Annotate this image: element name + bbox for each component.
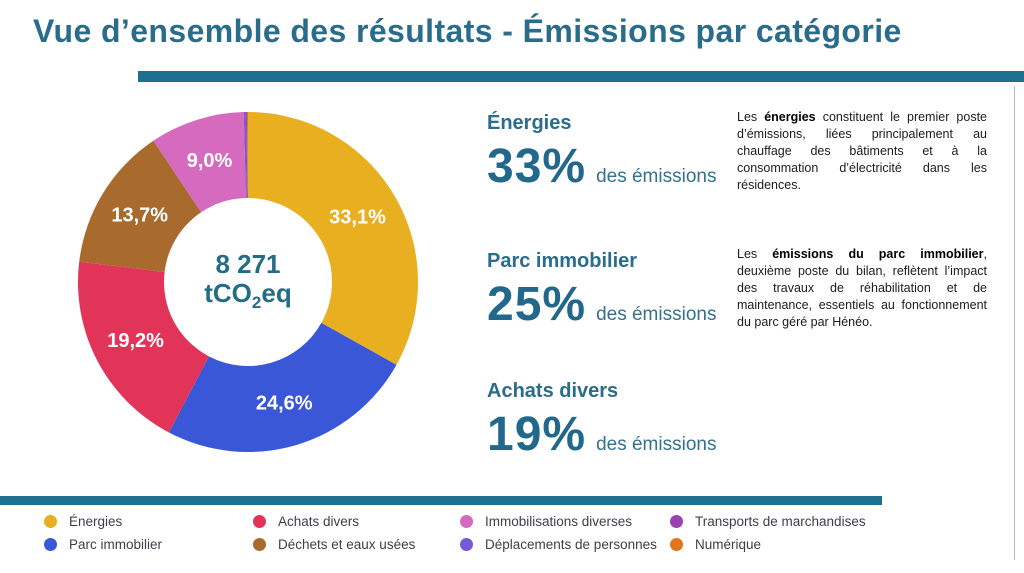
legend-top-bar [0, 496, 882, 505]
slice-label-dechets-et-eaux-usees: 13,7% [111, 205, 168, 227]
legend-swatch-achats-divers [253, 514, 266, 528]
page-title: Vue d’ensemble des résultats - Émissions… [33, 13, 902, 49]
title-underline [138, 71, 1024, 82]
stat-category: Achats divers [487, 380, 619, 402]
legend-swatch-parc-immobilier [44, 537, 57, 551]
stat-suffix: des émissions [596, 434, 717, 455]
stat-suffix: des émissions [596, 166, 717, 187]
text-segment: , deuxième poste du bilan, reflètent l’i… [737, 246, 987, 329]
legend-label: Achats divers [278, 513, 360, 529]
legend-item-achats-divers: Achats divers [253, 513, 415, 529]
donut-center-label: 8 271 tCO2eq [128, 250, 368, 317]
legend-swatch-dechets-et-eaux-usees [253, 537, 266, 551]
slice-label-achats-divers: 19,2% [107, 330, 164, 352]
donut-slice-dechets-et-eaux-usees [79, 140, 202, 272]
legend-item-immobilisations-diverses: Immobilisations diverses [460, 513, 657, 529]
legend-item-energies: Énergies [44, 513, 162, 529]
stat-parc-immobilier: Parc immobilier 25% des émissions [487, 250, 716, 332]
legend-label: Numérique [695, 536, 762, 552]
stat-percentage: 33% [487, 140, 587, 193]
donut-slice-energies [248, 112, 418, 365]
legend-swatch-energies [44, 514, 57, 528]
legend-swatch-immobilisations-diverses [460, 514, 473, 528]
legend-label: Parc immobilier [69, 536, 163, 552]
commentary-energies: Les énergies constituent le premier post… [737, 109, 987, 194]
text-segment: émissions du parc immobilier [772, 246, 984, 261]
legend-column-3: Immobilisations diverses Déplacements de … [460, 513, 657, 552]
legend-item-numerique: Numérique [670, 536, 866, 552]
slice-label-immobilisations-diverses: 9,0% [187, 150, 233, 172]
text-segment: constituent le premier poste d’émissions… [737, 109, 987, 192]
stat-category: Énergies [487, 112, 572, 134]
legend-item-dechets-et-eaux-usees: Déchets et eaux usées [253, 536, 416, 552]
donut-slice-numerique [246, 112, 248, 199]
legend-swatch-deplacements-de-personnes [460, 537, 473, 551]
donut-center-value: 8 271 [215, 249, 281, 279]
donut-slice-parc-immobilier [168, 322, 397, 453]
legend-item-transports-de-marchandises: Transports de marchandises [670, 513, 866, 529]
legend-column-2: Achats divers Déchets et eaux usées [253, 513, 416, 552]
legend-column-4: Transports de marchandises Numérique [670, 513, 866, 552]
legend-label: Transports de marchandises [695, 513, 866, 529]
donut-svg: 33,1% 24,6% 19,2% 13,7% 9,0% [78, 112, 418, 453]
legend-label: Déchets et eaux usées [278, 536, 416, 552]
legend-label: Déplacements de personnes [485, 536, 657, 552]
legend-item-parc-immobilier: Parc immobilier [44, 536, 163, 552]
stat-percentage: 19% [487, 408, 587, 461]
legend-column-1: Énergies Parc immobilier [44, 513, 163, 552]
chart-legend: Énergies Parc immobilier Achats divers Déch… [0, 514, 1024, 569]
donut-center-unit: tCO2eq [204, 278, 292, 313]
donut-slice-deplacements-de-personnes [243, 112, 247, 199]
slice-label-energies: 33,1% [329, 207, 386, 229]
legend-swatch-transports-de-marchandises [670, 514, 683, 528]
stat-percentage: 25% [487, 278, 587, 331]
text-segment: Les [737, 246, 773, 261]
legend-swatch-numerique [670, 537, 683, 551]
donut-slice-immobilisations-diverses [153, 112, 246, 213]
legend-label: Immobilisations diverses [485, 513, 633, 529]
donut-chart: 33,1% 24,6% 19,2% 13,7% 9,0% 8 271 tCO2eq [76, 110, 420, 454]
stat-category: Parc immobilier [487, 250, 638, 272]
right-divider [1014, 86, 1015, 560]
text-segment: Les [737, 109, 765, 124]
stat-suffix: des émissions [596, 304, 717, 325]
commentary-parc-immobilier: Les émissions du parc immobilier, deuxiè… [737, 246, 987, 331]
stat-energies: Énergies 33% des émissions [487, 112, 716, 194]
text-segment: énergies [764, 109, 816, 124]
legend-label: Énergies [69, 513, 123, 529]
stat-achats-divers: Achats divers 19% des émissions [487, 380, 716, 462]
legend-item-deplacements-de-personnes: Déplacements de personnes [460, 536, 657, 552]
donut-slice-transports-de-marchandises [245, 112, 248, 199]
donut-slice-achats-divers [78, 261, 209, 433]
slice-label-parc-immobilier: 24,6% [256, 393, 313, 415]
